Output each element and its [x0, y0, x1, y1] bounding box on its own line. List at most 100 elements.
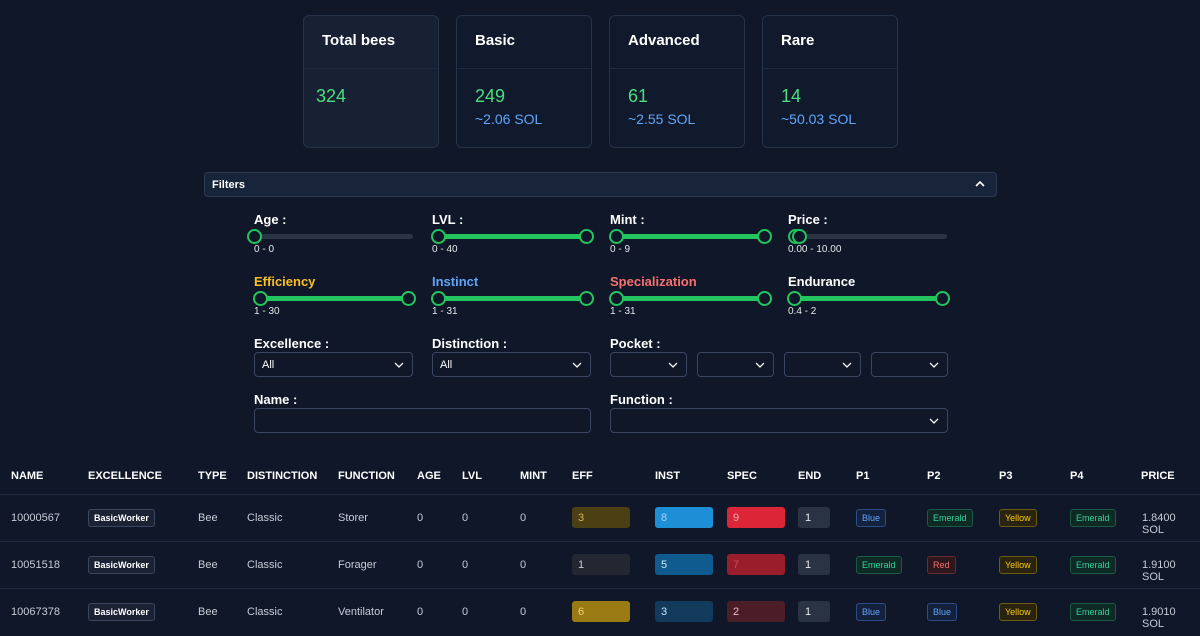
- excellence-badge: BasicWorker: [88, 603, 155, 621]
- function-select[interactable]: [610, 408, 948, 433]
- cell-name: 10067378: [11, 606, 60, 618]
- p2-badge: Red: [927, 556, 956, 574]
- specialization-slider-thumb-max[interactable]: [757, 291, 772, 306]
- col-name[interactable]: NAME: [11, 470, 44, 482]
- col-p4[interactable]: P4: [1070, 470, 1084, 482]
- mint-label: Mint :: [610, 212, 645, 227]
- endurance-slider[interactable]: [787, 291, 950, 306]
- cell-age: 0: [417, 559, 424, 571]
- col-p3[interactable]: P3: [999, 470, 1013, 482]
- chevron-down-icon: [929, 418, 939, 424]
- eff-stat: 1: [572, 554, 630, 575]
- instinct-slider[interactable]: [431, 291, 594, 306]
- distinction-label: Distinction :: [432, 336, 508, 351]
- divider: [0, 588, 1200, 589]
- chevron-down-icon: [394, 362, 404, 368]
- instinct-slider-thumb-min[interactable]: [431, 291, 446, 306]
- col-age[interactable]: AGE: [417, 470, 441, 482]
- col-distinction[interactable]: DISTINCTION: [247, 470, 318, 482]
- distinction-select[interactable]: All: [432, 352, 591, 377]
- age-range: 0 - 0: [254, 244, 275, 255]
- cell-distinction: Classic: [247, 606, 283, 618]
- specialization-slider-thumb-min[interactable]: [609, 291, 624, 306]
- excellence-badge: BasicWorker: [88, 509, 155, 527]
- p1-badge: Blue: [856, 603, 887, 621]
- stat-card-rare: Rare 14 ~50.03 SOL: [762, 15, 898, 148]
- p3-badge: Yellow: [999, 603, 1037, 621]
- excellence-label: Excellence :: [254, 336, 330, 351]
- stat-sol: ~2.06 SOL: [475, 111, 543, 127]
- endurance-slider-thumb-max[interactable]: [935, 291, 950, 306]
- stat-title: Basic: [457, 16, 591, 69]
- instinct-slider-thumb-max[interactable]: [579, 291, 594, 306]
- inst-stat: 8: [655, 507, 713, 528]
- stat-card-basic: Basic 249 ~2.06 SOL: [456, 15, 592, 148]
- stat-title: Advanced: [610, 16, 744, 69]
- cell-distinction: Classic: [247, 559, 283, 571]
- lvl-slider[interactable]: [431, 229, 594, 244]
- stat-title: Total bees: [304, 16, 438, 69]
- endurance-slider-thumb-min[interactable]: [787, 291, 802, 306]
- age-label: Age :: [254, 212, 287, 227]
- col-eff[interactable]: EFF: [572, 470, 593, 482]
- cell-mint: 0: [520, 512, 527, 524]
- stat-card-total: Total bees 324: [303, 15, 439, 148]
- efficiency-slider-thumb-max[interactable]: [401, 291, 416, 306]
- p3-badge: Yellow: [999, 509, 1037, 527]
- filters-toggle[interactable]: Filters: [204, 172, 997, 197]
- col-end[interactable]: END: [798, 470, 822, 482]
- mint-slider[interactable]: [609, 229, 772, 244]
- col-type[interactable]: TYPE: [198, 470, 227, 482]
- lvl-slider-thumb-max[interactable]: [579, 229, 594, 244]
- pocket-select-4[interactable]: [871, 352, 948, 377]
- pocket-select-2[interactable]: [697, 352, 774, 377]
- cell-type: Bee: [198, 606, 218, 618]
- col-spec[interactable]: SPEC: [727, 470, 757, 482]
- col-lvl[interactable]: LVL: [462, 470, 482, 482]
- inst-stat: 5: [655, 554, 713, 575]
- cell-lvl: 0: [462, 512, 469, 524]
- chevron-down-icon: [572, 362, 582, 368]
- col-inst[interactable]: INST: [655, 470, 681, 482]
- mint-slider-thumb-max[interactable]: [757, 229, 772, 244]
- endurance-range: 0.4 - 2: [788, 306, 817, 317]
- excellence-select[interactable]: All: [254, 352, 413, 377]
- price-slider[interactable]: [788, 229, 947, 244]
- pocket-select-1[interactable]: [610, 352, 687, 377]
- col-p1[interactable]: P1: [856, 470, 870, 482]
- chevron-down-icon: [668, 362, 678, 368]
- specialization-range: 1 - 31: [610, 306, 636, 317]
- eff-stat: 6: [572, 601, 630, 622]
- divider: [0, 541, 1200, 542]
- name-input[interactable]: [254, 408, 591, 433]
- col-mint[interactable]: MINT: [520, 470, 547, 482]
- efficiency-slider-thumb-min[interactable]: [253, 291, 268, 306]
- col-function[interactable]: FUNCTION: [338, 470, 395, 482]
- specialization-slider[interactable]: [609, 291, 772, 306]
- cell-price: 1.9100 SOL: [1142, 559, 1176, 583]
- cell-name: 10000567: [11, 512, 60, 524]
- mint-slider-thumb-min[interactable]: [609, 229, 624, 244]
- eff-stat: 3: [572, 507, 630, 528]
- cell-age: 0: [417, 606, 424, 618]
- cell-function: Storer: [338, 512, 368, 524]
- lvl-range: 0 - 40: [432, 244, 458, 255]
- lvl-slider-thumb-min[interactable]: [431, 229, 446, 244]
- efficiency-slider[interactable]: [253, 291, 416, 306]
- chevron-down-icon: [755, 362, 765, 368]
- spec-stat: 9: [727, 507, 785, 528]
- col-excellence[interactable]: EXCELLENCE: [88, 470, 162, 482]
- age-slider-thumb[interactable]: [247, 229, 262, 244]
- price-slider-thumb-max[interactable]: [792, 229, 807, 244]
- efficiency-range: 1 - 30: [254, 306, 280, 317]
- p3-badge: Yellow: [999, 556, 1037, 574]
- col-price[interactable]: PRICE: [1141, 470, 1175, 482]
- p2-badge: Emerald: [927, 509, 973, 527]
- age-slider[interactable]: [247, 229, 413, 244]
- pocket-select-3[interactable]: [784, 352, 861, 377]
- p1-badge: Emerald: [856, 556, 902, 574]
- cell-lvl: 0: [462, 606, 469, 618]
- stat-sol: ~2.55 SOL: [628, 111, 696, 127]
- specialization-label: Specialization: [610, 274, 697, 289]
- col-p2[interactable]: P2: [927, 470, 941, 482]
